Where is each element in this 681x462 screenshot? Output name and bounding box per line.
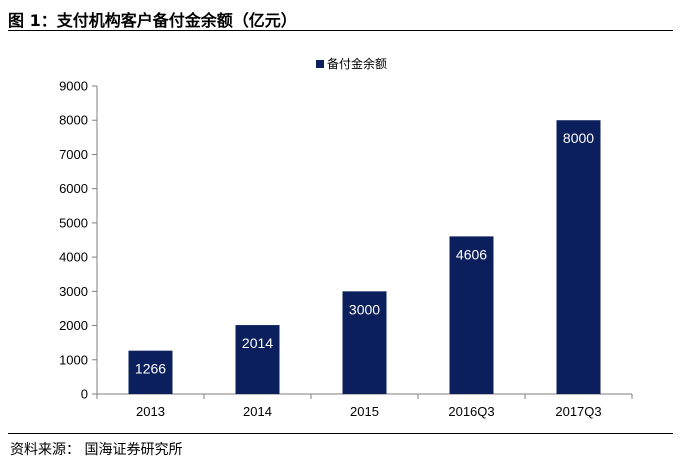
x-tick-label: 2014 xyxy=(243,404,272,419)
legend-swatch xyxy=(316,60,324,68)
bar-2016Q3 xyxy=(449,236,494,394)
legend: 备付金余额 xyxy=(316,56,387,71)
y-tick-label: 4000 xyxy=(59,250,88,265)
y-tick-label: 7000 xyxy=(59,147,88,162)
bar-2014 xyxy=(235,325,280,394)
data-label-2017Q3: 8000 xyxy=(563,130,594,146)
legend-label: 备付金余额 xyxy=(327,56,387,71)
x-tick-label: 2016Q3 xyxy=(448,404,494,419)
bottom-rule xyxy=(8,433,673,434)
bar-2013 xyxy=(128,350,173,394)
y-tick-label: 5000 xyxy=(59,215,88,230)
y-tick-label: 2000 xyxy=(59,318,88,333)
figure-title: 图 1：支付机构客户备付金余额（亿元） xyxy=(8,11,297,30)
x-tick-label: 2017Q3 xyxy=(555,404,601,419)
data-label-2013: 1266 xyxy=(135,361,166,377)
data-label-2016Q3: 4606 xyxy=(456,246,487,262)
y-tick-label: 3000 xyxy=(59,284,88,299)
y-tick-label: 6000 xyxy=(59,181,88,196)
y-axis-tick-labels: 0 1000 2000 3000 4000 5000 6000 7000 8000 9000 xyxy=(59,79,88,402)
x-tick-label: 2015 xyxy=(350,404,379,419)
y-tick-label: 0 xyxy=(81,387,88,402)
data-label-2015: 3000 xyxy=(349,301,380,317)
x-tick-label: 2013 xyxy=(136,404,165,419)
x-axis-tick-labels: 2013 2014 2015 2016Q3 2017Q3 xyxy=(136,404,602,419)
y-tick-label: 9000 xyxy=(59,79,88,94)
title-bar: 图 1：支付机构客户备付金余额（亿元） xyxy=(8,4,673,30)
top-rule xyxy=(8,30,673,31)
y-tick-label: 1000 xyxy=(59,352,88,367)
y-tick-label: 8000 xyxy=(59,113,88,128)
source-note: 资料来源： 国海证券研究所 xyxy=(10,442,183,458)
bar-2017Q3 xyxy=(556,120,601,394)
data-label-2014: 2014 xyxy=(242,335,273,351)
bar-2015 xyxy=(342,291,387,394)
bars xyxy=(128,120,601,394)
data-labels: 1266 2014 3000 4606 8000 xyxy=(135,130,594,376)
